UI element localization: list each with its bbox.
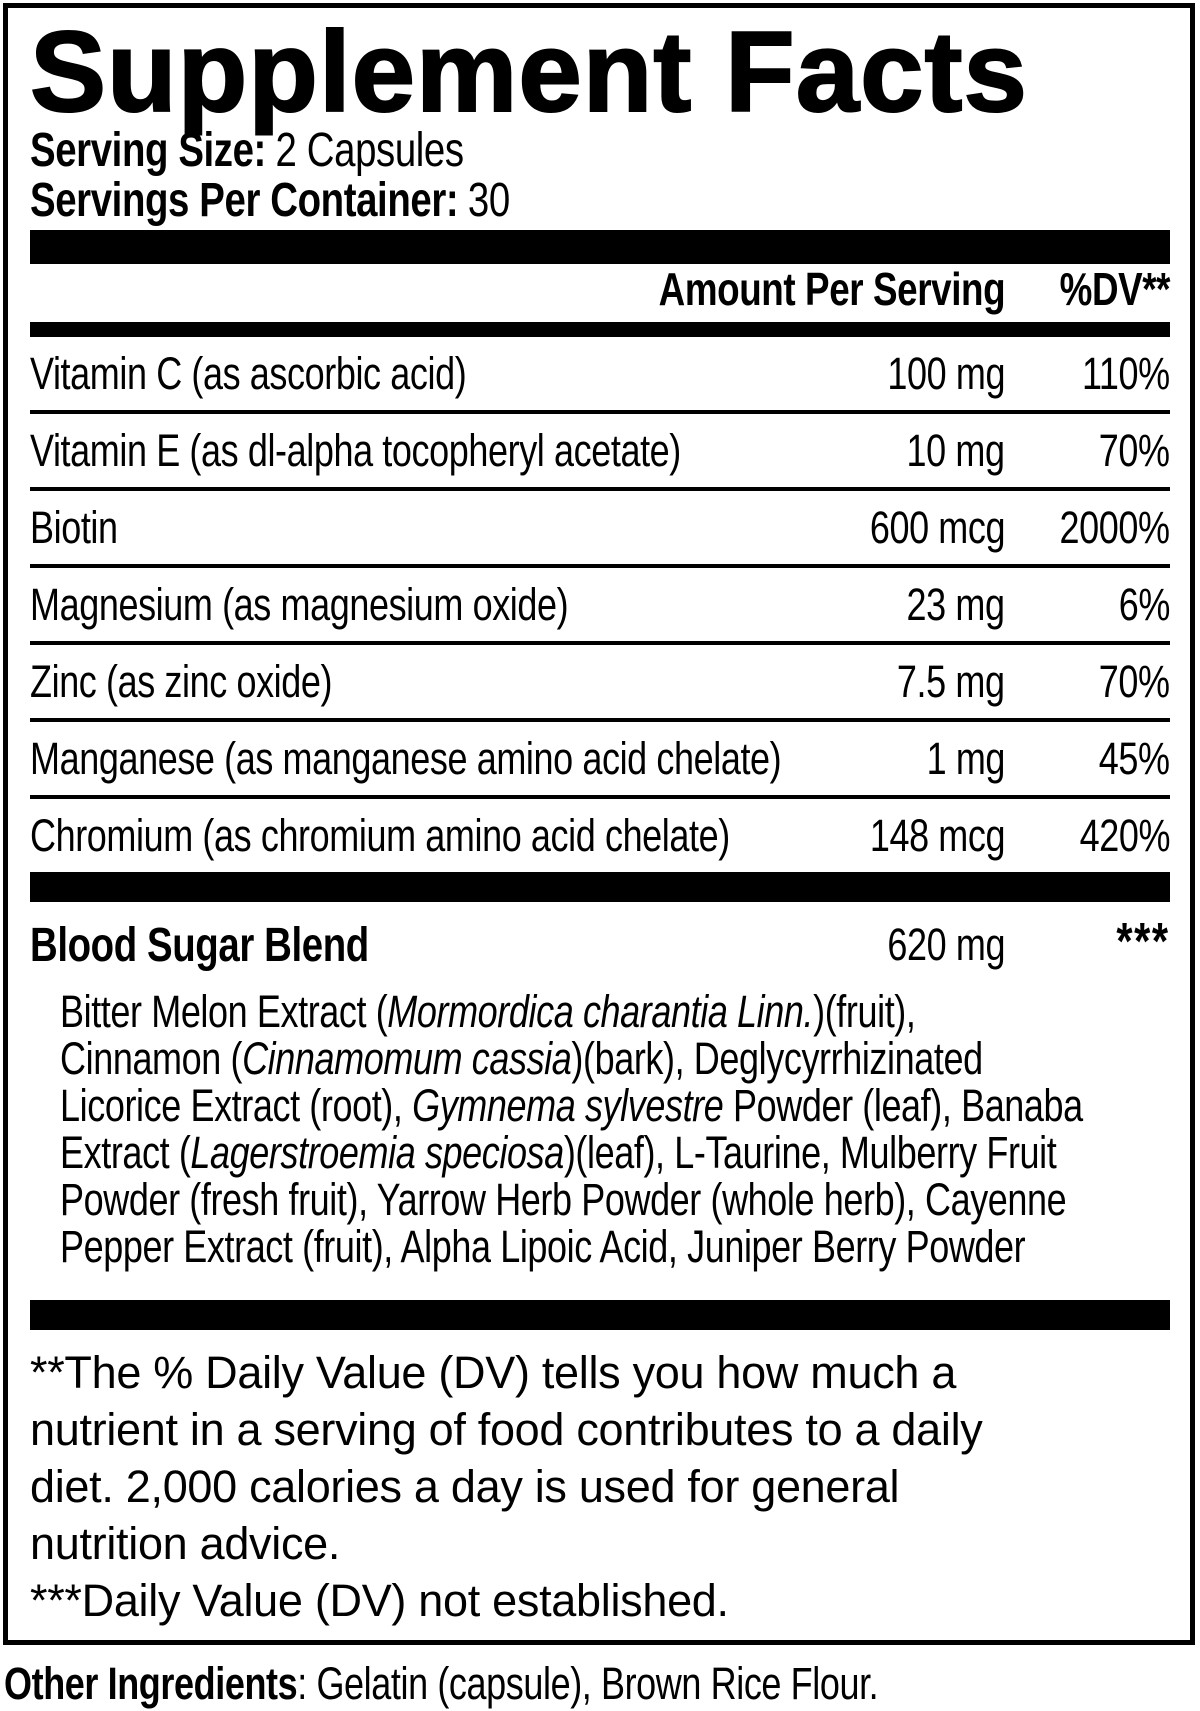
footnote-not-established: ***Daily Value (DV) not established. bbox=[30, 1575, 729, 1626]
nutrient-amount: 100 mg bbox=[887, 347, 1005, 399]
servings-per-container-label: Servings Per Container: bbox=[30, 174, 459, 227]
footnote-line: nutrient in a serving of food contribute… bbox=[30, 1404, 983, 1455]
servings-per-container-value: 30 bbox=[467, 174, 510, 227]
nutrient-amount: 10 mg bbox=[906, 424, 1005, 476]
nutrient-amount: 23 mg bbox=[906, 578, 1005, 630]
table-row: Vitamin C (as ascorbic acid) 100 mg 110% bbox=[30, 337, 1170, 410]
row-divider bbox=[30, 718, 1170, 722]
supplement-facts-panel: Supplement Facts Serving Size: 2 Capsules… bbox=[3, 3, 1195, 1645]
column-headers-row: Amount Per Serving %DV** bbox=[30, 262, 1171, 322]
table-row: Biotin 600 mcg 2000% bbox=[30, 491, 1170, 564]
table-row: Magnesium (as magnesium oxide) 23 mg 6% bbox=[30, 568, 1170, 641]
other-ingredients-value: : Gelatin (capsule), Brown Rice Flour. bbox=[297, 1658, 879, 1709]
blend-amount: 620 mg bbox=[887, 919, 1005, 970]
nutrient-name: Biotin bbox=[30, 501, 118, 553]
blend-header-row: Blood Sugar Blend 620 mg *** bbox=[30, 902, 1170, 988]
nutrient-dv: 110% bbox=[1082, 347, 1170, 399]
table-row: Zinc (as zinc oxide) 7.5 mg 70% bbox=[30, 645, 1170, 718]
divider-medium-header bbox=[30, 322, 1170, 337]
row-divider bbox=[30, 410, 1170, 414]
nutrient-table: Vitamin C (as ascorbic acid) 100 mg 110%… bbox=[30, 337, 1170, 872]
nutrient-name: Vitamin E (as dl-alpha tocopheryl acetat… bbox=[30, 424, 681, 476]
other-ingredients-label: Other Ingredients bbox=[4, 1658, 298, 1709]
serving-size-value: 2 Capsules bbox=[275, 124, 465, 177]
footnote-line: nutrition advice. bbox=[30, 1518, 341, 1569]
nutrient-dv: 70% bbox=[1099, 424, 1170, 476]
nutrient-dv: 6% bbox=[1118, 578, 1171, 630]
nutrient-amount: 600 mcg bbox=[869, 501, 1006, 553]
servings-per-container-line: Servings Per Container: 30 bbox=[30, 176, 1170, 226]
serving-size-label: Serving Size: bbox=[30, 124, 266, 177]
blend-dv-asterisks: *** bbox=[1116, 913, 1170, 971]
nutrient-dv: 45% bbox=[1099, 732, 1170, 784]
nutrient-dv: 2000% bbox=[1059, 501, 1170, 553]
row-divider bbox=[30, 641, 1170, 645]
panel-title: Supplement Facts bbox=[29, 9, 1028, 136]
nutrient-amount: 1 mg bbox=[926, 732, 1006, 784]
nutrient-name: Chromium (as chromium amino acid chelate… bbox=[30, 809, 730, 861]
row-divider bbox=[30, 564, 1170, 568]
blend-description-line: Pepper Extract (fruit), Alpha Lipoic Aci… bbox=[60, 1221, 1026, 1272]
nutrient-name: Manganese (as manganese amino acid chela… bbox=[30, 732, 782, 784]
blend-description: Bitter Melon Extract (Mormordica charant… bbox=[60, 988, 1170, 1270]
blend-description-line: Licorice Extract (root), Gymnema sylvest… bbox=[60, 1080, 1083, 1131]
nutrient-name: Zinc (as zinc oxide) bbox=[30, 655, 333, 707]
nutrient-name: Magnesium (as magnesium oxide) bbox=[30, 578, 569, 630]
dv-header-cell: %DV** bbox=[1005, 262, 1171, 316]
footnote-line: diet. 2,000 calories a day is used for g… bbox=[30, 1461, 900, 1512]
divider-thick-top bbox=[30, 230, 1170, 264]
table-row: Manganese (as manganese amino acid chela… bbox=[30, 722, 1170, 795]
table-row: Chromium (as chromium amino acid chelate… bbox=[30, 799, 1170, 872]
nutrient-amount: 7.5 mg bbox=[897, 655, 1005, 707]
divider-thick-blend bbox=[30, 872, 1170, 902]
servings-per-container-text: Servings Per Container: 30 bbox=[30, 176, 510, 226]
row-divider bbox=[30, 487, 1170, 491]
other-ingredients-line: Other Ingredients: Gelatin (capsule), Br… bbox=[4, 1658, 1097, 1710]
amount-header: Amount Per Serving bbox=[658, 263, 1005, 315]
divider-thick-footnote bbox=[30, 1300, 1170, 1330]
row-divider bbox=[30, 795, 1170, 799]
blend-name: Blood Sugar Blend bbox=[30, 918, 369, 972]
amount-header-cell: Amount Per Serving bbox=[572, 262, 1005, 316]
blend-description-line: Extract (Lagerstroemia speciosa)(leaf), … bbox=[60, 1127, 1057, 1178]
serving-size-line: Serving Size: 2 Capsules bbox=[30, 126, 1170, 176]
nutrient-dv: 420% bbox=[1079, 809, 1171, 861]
blend-description-line: Cinnamon (Cinnamomum cassia)(bark), Degl… bbox=[60, 1033, 983, 1084]
dv-header: %DV** bbox=[1059, 263, 1171, 315]
nutrient-dv: 70% bbox=[1099, 655, 1170, 707]
blend-description-line: Bitter Melon Extract (Mormordica charant… bbox=[60, 986, 916, 1037]
nutrient-name: Vitamin C (as ascorbic acid) bbox=[30, 347, 467, 399]
table-row: Vitamin E (as dl-alpha tocopheryl acetat… bbox=[30, 414, 1170, 487]
footnote-line: **The % Daily Value (DV) tells you how m… bbox=[30, 1347, 957, 1398]
nutrient-amount: 148 mcg bbox=[869, 809, 1006, 861]
serving-size-text: Serving Size: 2 Capsules bbox=[30, 126, 464, 176]
other-ingredients-text: Other Ingredients: Gelatin (capsule), Br… bbox=[4, 1658, 879, 1710]
blend-description-line: Powder (fresh fruit), Yarrow Herb Powder… bbox=[60, 1174, 1067, 1225]
daily-value-footnote: **The % Daily Value (DV) tells you how m… bbox=[30, 1344, 1170, 1629]
